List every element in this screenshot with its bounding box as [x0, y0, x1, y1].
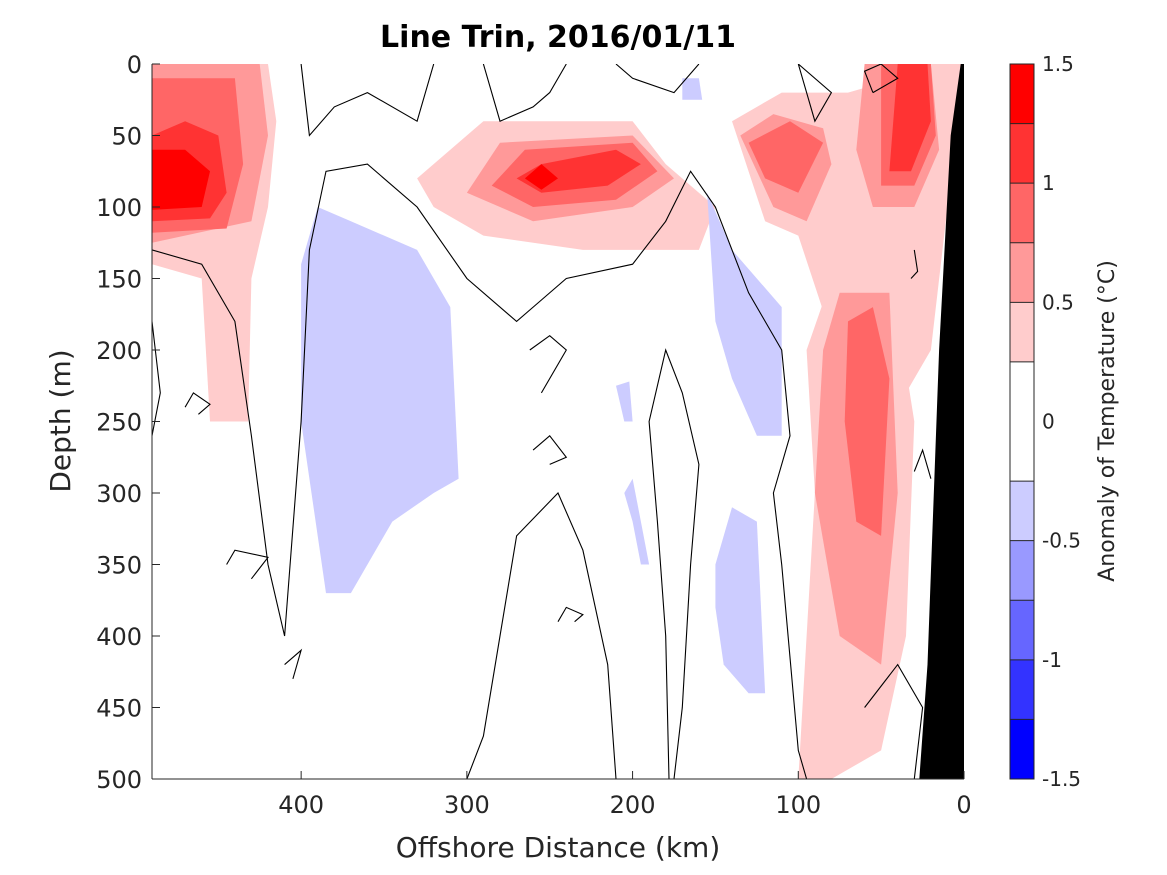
anomaly-region-24	[524, 164, 558, 190]
contour-line-9	[864, 663, 924, 779]
anomaly-region-17	[748, 121, 824, 193]
bathymetry-polygon	[919, 64, 964, 779]
x-tick-label: 0	[956, 791, 971, 819]
y-axis-label: Depth (m)	[44, 349, 77, 492]
contour-line-7	[797, 64, 833, 123]
contour-line-10	[557, 606, 584, 623]
colorbar-tick-label: 0.5	[1042, 290, 1074, 314]
anomaly-region-9	[682, 78, 703, 100]
y-tick-label: 50	[111, 123, 142, 151]
colorbar-band	[1010, 600, 1034, 660]
contour-line-1	[466, 492, 617, 779]
anomaly-region-6	[715, 507, 766, 694]
y-tick-label: 500	[96, 766, 142, 794]
chart-title: Line Trin, 2016/01/11	[380, 20, 736, 55]
colorbar-band	[1010, 361, 1034, 482]
contour-line-16	[910, 249, 919, 279]
anomaly-region-23	[152, 149, 210, 210]
anomaly-region-22	[889, 64, 931, 172]
x-tick-label: 300	[444, 791, 490, 819]
y-tick-label: 200	[96, 337, 142, 365]
colorbar-tick-label: 1.5	[1042, 52, 1074, 76]
colorbar-band	[1010, 183, 1034, 243]
colorbar-band	[1010, 719, 1034, 779]
contour-line-13	[184, 392, 211, 415]
colorbar-band	[1010, 64, 1034, 124]
y-tick-label: 350	[96, 552, 142, 580]
contour-line-15	[284, 648, 303, 680]
anomaly-fill-regions	[152, 64, 964, 779]
contour-line-5	[482, 64, 567, 122]
contour-line-14	[226, 549, 269, 580]
contour-line-6	[615, 64, 700, 94]
colorbar	[1009, 63, 1035, 780]
colorbar-band	[1010, 481, 1034, 541]
colorbar-band	[1010, 242, 1034, 303]
anomaly-region-8	[616, 381, 633, 422]
y-tick-label: 150	[96, 266, 142, 294]
colorbar-tick-label: -1.5	[1042, 767, 1081, 791]
x-tick-label: 400	[278, 791, 324, 819]
colorbar-tick-label: 0	[1042, 410, 1055, 434]
colorbar-tick-label: 1	[1042, 171, 1055, 195]
bathymetry-shape	[919, 64, 964, 779]
colorbar-tick-label: -1	[1042, 648, 1062, 672]
contour-line-11	[532, 435, 568, 465]
y-tick-label: 0	[127, 51, 142, 79]
colorbar-band	[1010, 123, 1034, 184]
anomaly-region-19	[844, 307, 890, 536]
x-axis-label: Offshore Distance (km)	[396, 831, 721, 864]
colorbar-band	[1010, 540, 1034, 601]
colorbar-band	[1010, 659, 1034, 720]
anomaly-region-5	[707, 192, 782, 436]
contour-line-0	[152, 163, 808, 779]
colorbar-tick-label: -0.5	[1042, 529, 1081, 553]
contour-line-17	[913, 448, 932, 479]
colorbar-ticks: 1.5 1 0.5 0 -0.5 -1 -1.5	[1042, 52, 1081, 791]
anomaly-region-7	[624, 478, 650, 565]
y-tick-label: 250	[96, 409, 142, 437]
anomaly-region-4	[301, 207, 459, 594]
x-axis-ticks: 400 300 200 100 0	[278, 771, 972, 819]
contour-line-12	[529, 335, 568, 394]
colorbar-band	[1010, 302, 1034, 362]
contour-line-4	[300, 64, 435, 137]
y-tick-label: 400	[96, 623, 142, 651]
y-tick-label: 100	[96, 194, 142, 222]
colorbar-label: Anomaly of Temperature (°C)	[1095, 260, 1120, 582]
x-tick-label: 100	[775, 791, 821, 819]
y-tick-label: 450	[96, 695, 142, 723]
x-tick-label: 200	[610, 791, 656, 819]
y-tick-label: 300	[96, 480, 142, 508]
contour-line-2	[648, 348, 700, 779]
y-axis-ticks: 0 50 100 150 200 250 300 350 400 450 500	[96, 51, 160, 794]
contour-line-8	[863, 64, 899, 94]
